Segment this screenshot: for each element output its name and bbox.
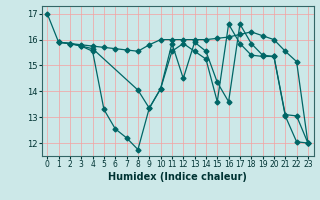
X-axis label: Humidex (Indice chaleur): Humidex (Indice chaleur) bbox=[108, 172, 247, 182]
